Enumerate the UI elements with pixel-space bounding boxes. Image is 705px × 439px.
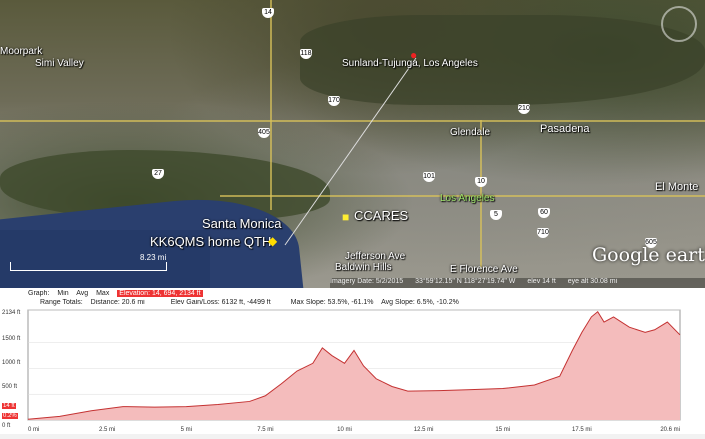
- highway-shield: 5: [490, 210, 502, 220]
- label-el-monte: El Monte: [655, 181, 699, 193]
- road: [270, 0, 272, 210]
- x-tick-label: 0 mi: [28, 427, 39, 433]
- elevation-plot[interactable]: 0 mi 2.5 mi 5 mi 7.5 mi 10 mi 12.5 mi 15 mi 17.…: [0, 308, 705, 434]
- status-bar: Imagery Date: 5/2/2015 33°59'12.15" N 11…: [330, 278, 705, 288]
- home-placemark-icon[interactable]: ◆: [268, 234, 278, 248]
- google-earth-logo: Google earth: [592, 244, 705, 266]
- graph-label: Graph:: [28, 290, 50, 297]
- label-los-angeles: Los Angeles: [440, 193, 495, 204]
- highway-shield: 405: [258, 128, 270, 138]
- coordinates: 33°59'12.15" N 118°27'19.74" W: [415, 278, 516, 285]
- x-tick-label: 12.5 mi: [414, 427, 434, 433]
- highway-shield: 605: [645, 238, 657, 248]
- mountains-north: [300, 15, 705, 105]
- imagery-date: Imagery Date: 5/2/2015: [330, 278, 404, 285]
- x-tick-label: 20.6 mi: [660, 427, 680, 433]
- y-tick-label: 500 ft: [2, 384, 18, 390]
- x-tick-label: 17.5 mi: [572, 427, 592, 433]
- graph-min[interactable]: Min: [57, 290, 69, 297]
- y-tick-label: 2134 ft: [2, 310, 21, 316]
- y-tick-label: 0 ft: [2, 423, 11, 429]
- x-tick-label: 2.5 mi: [99, 427, 115, 433]
- x-tick-label: 7.5 mi: [257, 427, 273, 433]
- label-home-qth: KK6QMS home QTH: [150, 234, 272, 249]
- label-florence: E Florence Ave: [450, 264, 518, 275]
- ccares-placemark-icon[interactable]: ■: [342, 210, 350, 224]
- range-totals-label: Range Totals:: [40, 299, 83, 306]
- road: [480, 120, 482, 270]
- pin-sunland-icon[interactable]: ●: [410, 48, 418, 62]
- route-line: [284, 57, 417, 246]
- cursor-value-label: 14 ft: [2, 403, 16, 409]
- map-view[interactable]: Moorpark Simi Valley ● Sunland-Tujunga, …: [0, 0, 705, 288]
- label-sunland: Sunland-Tujunga, Los Angeles: [342, 58, 478, 69]
- label-jefferson: Jefferson Ave: [345, 251, 406, 262]
- road: [0, 120, 705, 122]
- highway-shield: 101: [423, 172, 435, 182]
- highway-shield: 170: [328, 96, 340, 106]
- graph-max[interactable]: Max: [96, 290, 110, 297]
- highway-shield: 710: [537, 228, 549, 238]
- label-pasadena: Pasadena: [540, 123, 590, 135]
- label-simi-valley: Simi Valley: [35, 58, 84, 69]
- highway-shield: 60: [538, 208, 550, 218]
- elev-gain-stat: Elev Gain/Loss: 6132 ft, -4499 ft: [170, 299, 271, 306]
- x-tick-label: 10 mi: [337, 427, 352, 433]
- highway-shield: 118: [300, 49, 312, 59]
- elevation-line: [27, 311, 681, 420]
- elevation-stat[interactable]: Elevation: 14, 694, 2134 ft: [117, 290, 203, 297]
- scale-bar: [10, 262, 167, 271]
- elevation-readout: elev 14 ft: [527, 278, 556, 285]
- elevation-profile-panel[interactable]: Graph: Min Avg Max Elevation: 14, 694, 2…: [0, 288, 705, 434]
- graph-avg[interactable]: Avg: [76, 290, 89, 297]
- highway-shield: 14: [262, 8, 274, 18]
- highway-shield: 210: [518, 104, 530, 114]
- label-glendale: Glendale: [450, 127, 491, 138]
- profile-totals-bar: Range Totals: Distance: 20.6 mi Elev Gai…: [0, 299, 705, 308]
- y-tick-label: 1000 ft: [2, 360, 21, 366]
- y-tick-label: 1500 ft: [2, 336, 21, 342]
- x-tick-label: 15 mi: [495, 427, 510, 433]
- x-tick-label: 5 mi: [181, 427, 192, 433]
- highway-shield: 27: [152, 169, 164, 179]
- highway-shield: 10: [475, 177, 487, 187]
- cursor-slope-label: 0.2%: [2, 413, 18, 419]
- label-moorpark: Moorpark: [0, 46, 43, 57]
- ocean-bay: [0, 230, 210, 288]
- eye-altitude: eye alt 30.08 mi: [567, 278, 618, 285]
- road: [220, 195, 705, 197]
- profile-graph-bar: Graph: Min Avg Max Elevation: 14, 694, 2…: [0, 290, 705, 299]
- elevation-area: [28, 311, 680, 420]
- avg-slope-stat: Avg Slope: 6.5%, -10.2%: [381, 299, 459, 306]
- label-ccares: CCARES: [354, 208, 409, 223]
- compass-icon[interactable]: [661, 6, 697, 42]
- elevation-chart[interactable]: 2134 ft 1500 ft 1000 ft 500 ft 14 ft 0.2…: [0, 308, 705, 439]
- distance-stat: Distance: 20.6 mi: [90, 299, 145, 306]
- label-santa-monica: Santa Monica: [202, 216, 282, 231]
- max-slope-stat: Max Slope: 53.5%, -61.1%: [290, 299, 374, 306]
- label-baldwin: Baldwin Hills: [335, 262, 392, 273]
- scale-label: 8.23 mi: [140, 253, 167, 262]
